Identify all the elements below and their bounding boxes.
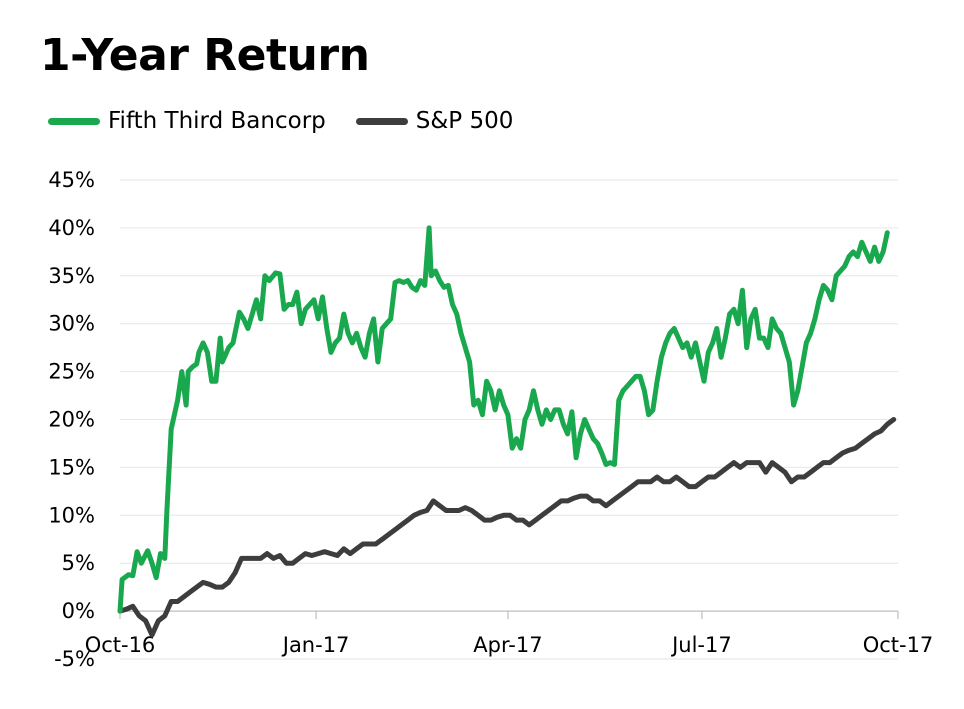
- y-tick-label: 20%: [48, 408, 95, 432]
- legend-swatch-sp500: [355, 117, 408, 125]
- legend-label-fifth-third: Fifth Third Bancorp: [108, 108, 326, 134]
- legend-item-sp500: S&P 500: [355, 108, 514, 134]
- y-tick-label: 30%: [48, 312, 95, 336]
- legend-item-fifth-third: Fifth Third Bancorp: [48, 108, 326, 134]
- y-tick-label: 5%: [62, 551, 95, 575]
- series-line-sp500: [117, 417, 897, 638]
- x-tick-label: Jan-17: [281, 633, 350, 657]
- y-tick-label: 10%: [48, 503, 95, 527]
- legend: Fifth Third Bancorp S&P 500: [48, 108, 543, 134]
- y-tick-label: 0%: [62, 599, 95, 623]
- y-tick-label: 15%: [48, 455, 95, 479]
- y-tick-label: 45%: [48, 168, 95, 192]
- y-tick-label: 40%: [48, 216, 95, 240]
- y-tick-label: -5%: [54, 647, 95, 671]
- legend-label-sp500: S&P 500: [415, 108, 514, 134]
- legend-swatch-fifth-third: [48, 117, 100, 125]
- series-line-fifth_third: [117, 225, 890, 614]
- y-tick-label: 25%: [48, 360, 95, 384]
- x-tick-label: Apr-17: [473, 633, 542, 657]
- x-tick-label: Jul-17: [670, 633, 732, 657]
- x-tick-label: Oct-17: [863, 633, 934, 657]
- y-tick-label: 35%: [48, 264, 95, 288]
- chart-title: 1-Year Return: [40, 30, 370, 81]
- x-tick-label: Oct-16: [85, 633, 156, 657]
